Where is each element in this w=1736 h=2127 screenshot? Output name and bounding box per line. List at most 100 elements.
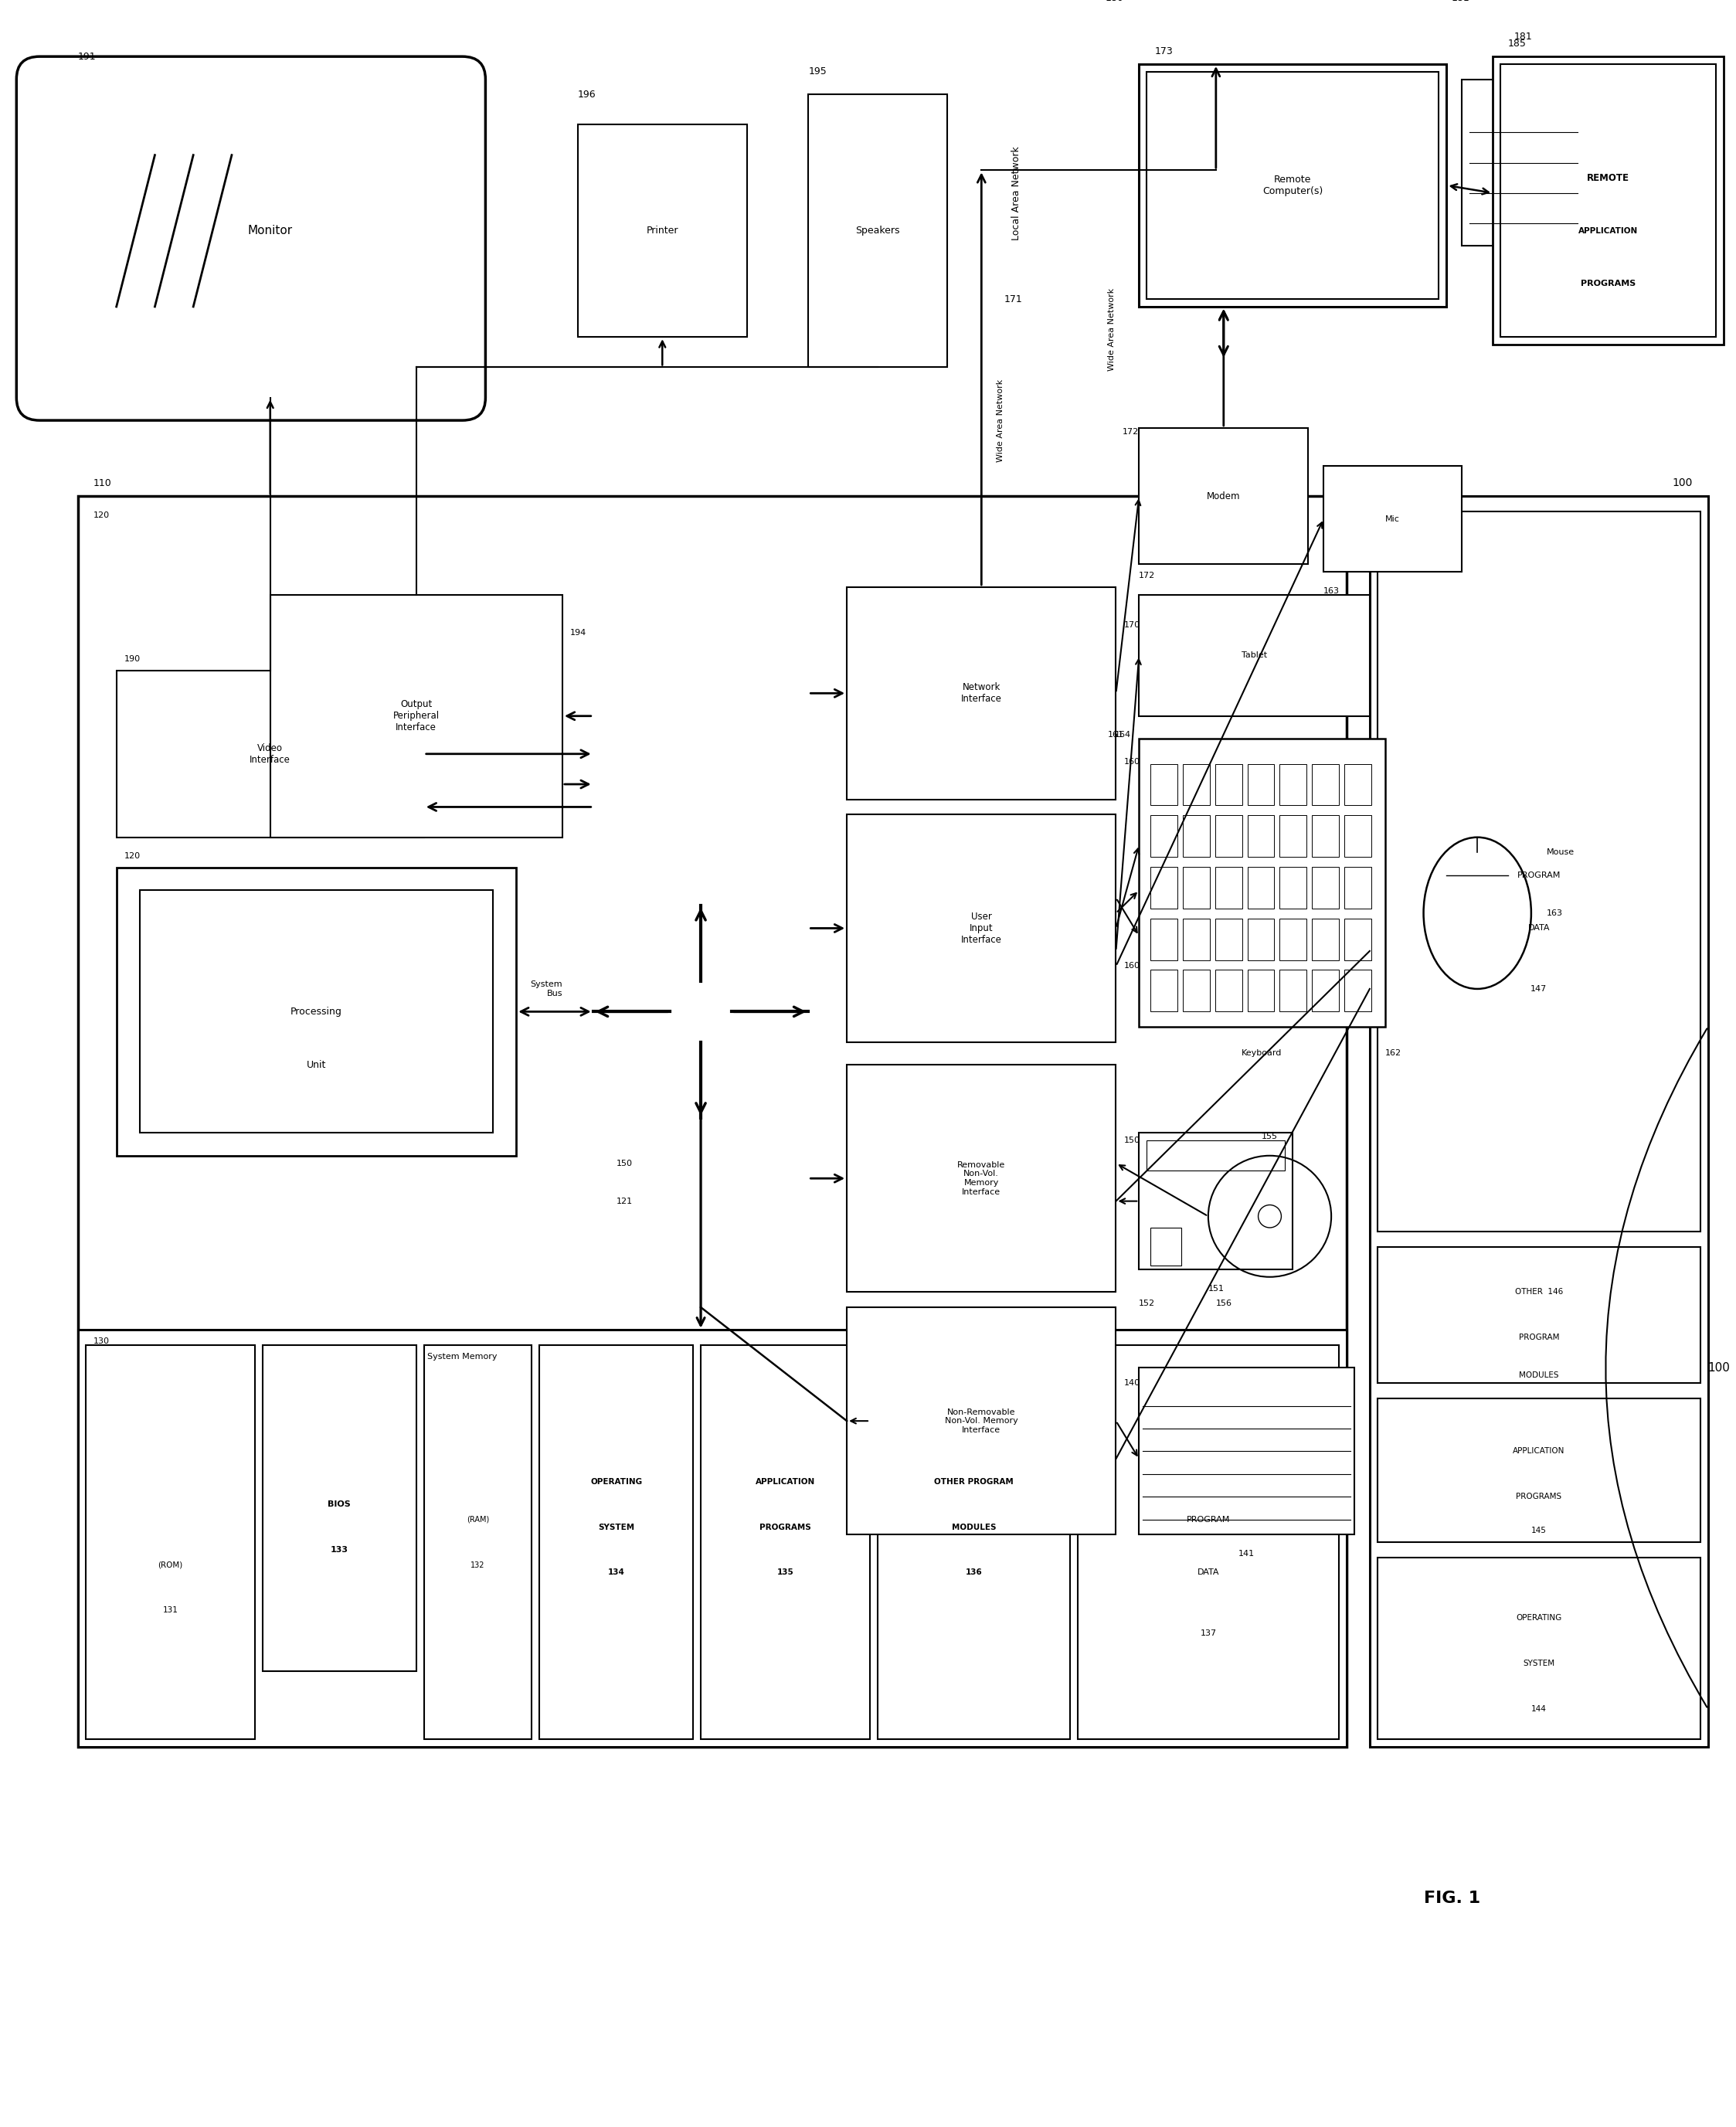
Text: 160: 160	[1123, 757, 1141, 766]
Bar	[1182, 868, 1210, 908]
Text: 196: 196	[578, 89, 595, 100]
Bar	[1248, 919, 1274, 959]
Bar	[78, 1329, 1347, 1746]
Text: Processing: Processing	[290, 1006, 342, 1017]
Text: PROGRAMS: PROGRAMS	[1580, 281, 1635, 287]
Bar	[1139, 428, 1309, 564]
Text: 130: 130	[94, 1338, 109, 1344]
Text: 180: 180	[1106, 0, 1123, 4]
Text: 141: 141	[1238, 1551, 1255, 1557]
Bar	[1151, 1227, 1180, 1266]
Bar	[1182, 815, 1210, 857]
Text: OPERATING: OPERATING	[590, 1478, 642, 1485]
Bar	[1312, 970, 1338, 1012]
Bar	[1139, 596, 1370, 717]
Bar	[878, 1344, 1069, 1740]
Bar	[1279, 868, 1307, 908]
Text: Mouse: Mouse	[1547, 849, 1575, 857]
Bar	[262, 1344, 417, 1672]
Text: 185: 185	[1509, 38, 1526, 49]
Text: 131: 131	[163, 1606, 177, 1614]
Text: MODULES: MODULES	[1519, 1372, 1559, 1378]
Text: Mic: Mic	[1385, 515, 1399, 523]
Text: PROGRAMS: PROGRAMS	[1516, 1493, 1562, 1502]
Text: Network
Interface: Network Interface	[962, 683, 1002, 704]
Text: PROGRAM: PROGRAM	[1517, 872, 1561, 878]
Text: 194: 194	[569, 630, 587, 636]
Bar	[1215, 868, 1241, 908]
Text: 156: 156	[1215, 1300, 1233, 1308]
Bar	[809, 94, 946, 368]
Bar	[1182, 764, 1210, 806]
Bar	[1147, 1140, 1285, 1170]
Bar	[1151, 970, 1177, 1012]
Bar	[1312, 815, 1338, 857]
Text: OTHER  146: OTHER 146	[1516, 1289, 1562, 1295]
Bar	[1462, 79, 1585, 247]
Bar	[85, 1344, 255, 1740]
Bar	[1344, 764, 1371, 806]
Bar	[1312, 764, 1338, 806]
Text: Removable
Non-Vol.
Memory
Interface: Removable Non-Vol. Memory Interface	[957, 1161, 1005, 1195]
Text: Output
Peripheral
Interface: Output Peripheral Interface	[392, 700, 439, 732]
Bar	[578, 125, 746, 336]
Text: Speakers: Speakers	[856, 225, 899, 236]
Bar	[1151, 815, 1177, 857]
Text: REMOTE: REMOTE	[1587, 172, 1630, 183]
Text: 181: 181	[1451, 0, 1470, 4]
Text: User
Input
Interface: User Input Interface	[962, 912, 1002, 944]
Text: 121: 121	[616, 1198, 632, 1206]
Bar	[1279, 815, 1307, 857]
Text: 120: 120	[94, 510, 109, 519]
Text: 137: 137	[1200, 1629, 1217, 1638]
Bar	[1151, 919, 1177, 959]
Bar	[116, 868, 516, 1155]
Text: OTHER PROGRAM: OTHER PROGRAM	[934, 1478, 1014, 1485]
Text: PROGRAMS: PROGRAMS	[760, 1523, 811, 1531]
Text: Local Area Network: Local Area Network	[1010, 147, 1021, 240]
Bar	[847, 587, 1116, 800]
Text: 151: 151	[1208, 1285, 1224, 1293]
Text: Modem: Modem	[1207, 491, 1241, 502]
Text: 152: 152	[1139, 1300, 1156, 1308]
Bar	[1493, 57, 1724, 345]
Text: PROGRAM: PROGRAM	[1519, 1334, 1559, 1342]
Text: (ROM): (ROM)	[158, 1561, 182, 1570]
Bar	[1139, 1134, 1293, 1270]
Text: 171: 171	[1005, 294, 1023, 304]
Text: 136: 136	[965, 1570, 983, 1576]
Text: Unit: Unit	[307, 1059, 326, 1070]
Text: PROGRAM: PROGRAM	[1186, 1517, 1231, 1523]
Text: 147: 147	[1531, 985, 1547, 993]
Text: 135: 135	[778, 1570, 793, 1576]
Text: System Memory: System Memory	[427, 1353, 498, 1361]
Bar	[1377, 1557, 1700, 1740]
Bar	[1151, 764, 1177, 806]
Text: 100: 100	[1708, 1361, 1731, 1374]
Bar	[1182, 919, 1210, 959]
Text: DATA: DATA	[1528, 925, 1550, 932]
Text: Printer: Printer	[646, 225, 679, 236]
Bar	[424, 1344, 531, 1740]
Bar	[1215, 815, 1241, 857]
Text: 164: 164	[1115, 732, 1132, 738]
Text: 150: 150	[1123, 1136, 1141, 1144]
Text: 133: 133	[330, 1546, 349, 1553]
Bar	[1248, 868, 1274, 908]
Text: 140: 140	[1123, 1378, 1141, 1387]
Bar	[1139, 64, 1446, 306]
Text: 181: 181	[1514, 32, 1533, 40]
Text: Non-Removable
Non-Vol. Memory
Interface: Non-Removable Non-Vol. Memory Interface	[944, 1408, 1017, 1434]
Bar	[540, 1344, 693, 1740]
Bar	[1139, 1368, 1354, 1536]
Text: Video
Interface: Video Interface	[250, 742, 290, 766]
Bar	[78, 496, 1347, 1746]
FancyBboxPatch shape	[16, 57, 486, 421]
Bar	[1279, 919, 1307, 959]
Text: 150: 150	[616, 1159, 632, 1168]
Bar	[1370, 496, 1708, 1746]
Text: 144: 144	[1531, 1706, 1547, 1712]
Text: 160: 160	[1123, 961, 1141, 970]
Text: SYSTEM: SYSTEM	[1522, 1659, 1555, 1668]
Bar	[116, 670, 424, 838]
